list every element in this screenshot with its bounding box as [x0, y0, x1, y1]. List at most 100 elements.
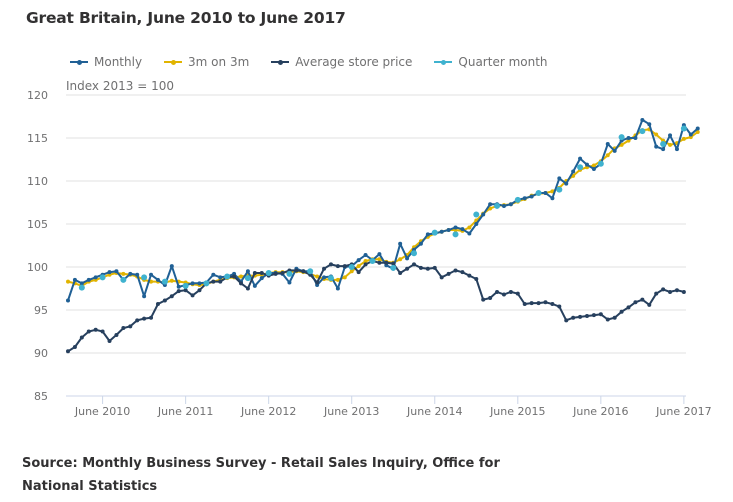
- data-point-average-store-price[interactable]: [356, 270, 361, 275]
- data-point-quarter-month[interactable]: [597, 160, 604, 167]
- data-point-monthly[interactable]: [287, 280, 292, 285]
- data-point-average-store-price[interactable]: [633, 300, 638, 305]
- data-point-quarter-month[interactable]: [431, 229, 438, 236]
- data-point-quarter-month[interactable]: [411, 250, 417, 257]
- data-point-average-store-price[interactable]: [564, 318, 569, 323]
- data-point-average-store-price[interactable]: [252, 271, 257, 276]
- data-point-monthly[interactable]: [557, 176, 562, 181]
- data-point-monthly[interactable]: [418, 241, 423, 246]
- data-point-average-store-price[interactable]: [176, 289, 181, 294]
- data-point-monthly[interactable]: [508, 202, 513, 207]
- data-point-quarter-month[interactable]: [141, 274, 148, 281]
- data-point-average-store-price[interactable]: [501, 292, 506, 297]
- data-point-quarter-month[interactable]: [265, 270, 272, 277]
- data-point-average-store-price[interactable]: [342, 264, 347, 269]
- data-point-monthly[interactable]: [668, 133, 673, 138]
- data-point-average-store-price[interactable]: [640, 297, 645, 302]
- data-point-quarter-month[interactable]: [244, 275, 251, 282]
- data-point-3m-on-3m[interactable]: [605, 153, 610, 158]
- data-point-monthly[interactable]: [259, 276, 264, 281]
- data-point-average-store-price[interactable]: [335, 264, 340, 269]
- data-point-average-store-price[interactable]: [474, 277, 479, 282]
- data-point-3m-on-3m[interactable]: [668, 142, 673, 147]
- data-point-monthly[interactable]: [578, 156, 583, 161]
- data-point-average-store-price[interactable]: [425, 266, 430, 271]
- data-point-average-store-price[interactable]: [239, 281, 243, 286]
- data-point-average-store-price[interactable]: [591, 313, 596, 318]
- data-point-average-store-price[interactable]: [273, 271, 278, 276]
- data-point-average-store-price[interactable]: [149, 315, 154, 320]
- data-point-average-store-price[interactable]: [169, 294, 174, 299]
- data-point-monthly[interactable]: [661, 147, 666, 152]
- data-point-average-store-price[interactable]: [211, 279, 216, 284]
- data-point-average-store-price[interactable]: [529, 301, 534, 306]
- data-point-3m-on-3m[interactable]: [335, 277, 340, 282]
- data-point-average-store-price[interactable]: [508, 289, 513, 294]
- data-point-quarter-month[interactable]: [390, 264, 397, 271]
- data-point-average-store-price[interactable]: [543, 300, 548, 305]
- data-point-average-store-price[interactable]: [439, 275, 444, 280]
- data-point-average-store-price[interactable]: [585, 314, 589, 319]
- data-point-average-store-price[interactable]: [183, 288, 188, 293]
- data-point-monthly[interactable]: [93, 275, 98, 280]
- legend-item-3m-on-3m[interactable]: 3m on 3m: [164, 55, 249, 69]
- data-point-average-store-price[interactable]: [488, 295, 493, 300]
- data-point-quarter-month[interactable]: [327, 275, 334, 282]
- data-point-average-store-price[interactable]: [515, 291, 520, 296]
- data-point-3m-on-3m[interactable]: [591, 163, 596, 168]
- data-point-quarter-month[interactable]: [618, 134, 625, 141]
- data-point-monthly[interactable]: [640, 117, 645, 122]
- data-point-average-store-price[interactable]: [446, 271, 451, 276]
- data-point-monthly[interactable]: [377, 252, 382, 257]
- data-point-3m-on-3m[interactable]: [681, 136, 686, 141]
- data-point-monthly[interactable]: [605, 142, 610, 147]
- data-point-average-store-price[interactable]: [578, 314, 583, 319]
- legend-item-quarter-month[interactable]: Quarter month: [434, 55, 548, 69]
- data-point-3m-on-3m[interactable]: [467, 225, 472, 230]
- data-point-monthly[interactable]: [107, 270, 112, 275]
- data-point-average-store-price[interactable]: [79, 335, 84, 340]
- data-point-monthly[interactable]: [446, 228, 451, 233]
- data-point-average-store-price[interactable]: [391, 261, 396, 266]
- data-point-average-store-price[interactable]: [626, 305, 631, 310]
- data-point-3m-on-3m[interactable]: [356, 264, 361, 269]
- data-point-3m-on-3m[interactable]: [239, 274, 243, 279]
- data-point-monthly[interactable]: [633, 136, 638, 140]
- data-point-quarter-month[interactable]: [660, 141, 667, 148]
- data-point-quarter-month[interactable]: [203, 280, 210, 287]
- data-point-average-store-price[interactable]: [218, 279, 223, 284]
- data-point-3m-on-3m[interactable]: [315, 274, 320, 279]
- data-point-monthly[interactable]: [550, 196, 555, 201]
- data-point-monthly[interactable]: [135, 272, 140, 277]
- data-point-monthly[interactable]: [79, 281, 84, 286]
- data-point-average-store-price[interactable]: [432, 265, 437, 270]
- data-point-monthly[interactable]: [142, 294, 147, 299]
- data-point-average-store-price[interactable]: [398, 271, 403, 276]
- data-point-quarter-month[interactable]: [452, 231, 459, 238]
- data-point-monthly[interactable]: [425, 232, 430, 237]
- data-point-monthly[interactable]: [86, 277, 91, 282]
- data-point-average-store-price[interactable]: [557, 304, 562, 309]
- data-point-average-store-price[interactable]: [612, 315, 617, 320]
- data-point-quarter-month[interactable]: [182, 282, 189, 289]
- data-point-average-store-price[interactable]: [232, 274, 237, 279]
- data-point-3m-on-3m[interactable]: [349, 269, 354, 274]
- data-point-monthly[interactable]: [169, 264, 174, 269]
- data-point-average-store-price[interactable]: [619, 309, 624, 314]
- data-point-monthly[interactable]: [529, 194, 534, 199]
- data-point-monthly[interactable]: [453, 225, 458, 230]
- data-point-3m-on-3m[interactable]: [654, 132, 659, 137]
- data-point-monthly[interactable]: [149, 272, 154, 277]
- data-point-monthly[interactable]: [72, 277, 77, 282]
- data-point-average-store-price[interactable]: [245, 286, 250, 291]
- legend-item-average-store-price[interactable]: Average store price: [271, 55, 412, 69]
- data-point-average-store-price[interactable]: [363, 262, 368, 267]
- data-point-monthly[interactable]: [398, 241, 403, 246]
- data-point-monthly[interactable]: [585, 162, 589, 167]
- data-point-monthly[interactable]: [218, 275, 223, 280]
- data-point-average-store-price[interactable]: [328, 262, 333, 267]
- data-point-monthly[interactable]: [439, 229, 444, 234]
- data-point-average-store-price[interactable]: [571, 315, 576, 320]
- data-point-average-store-price[interactable]: [66, 349, 70, 354]
- data-point-average-store-price[interactable]: [598, 312, 603, 317]
